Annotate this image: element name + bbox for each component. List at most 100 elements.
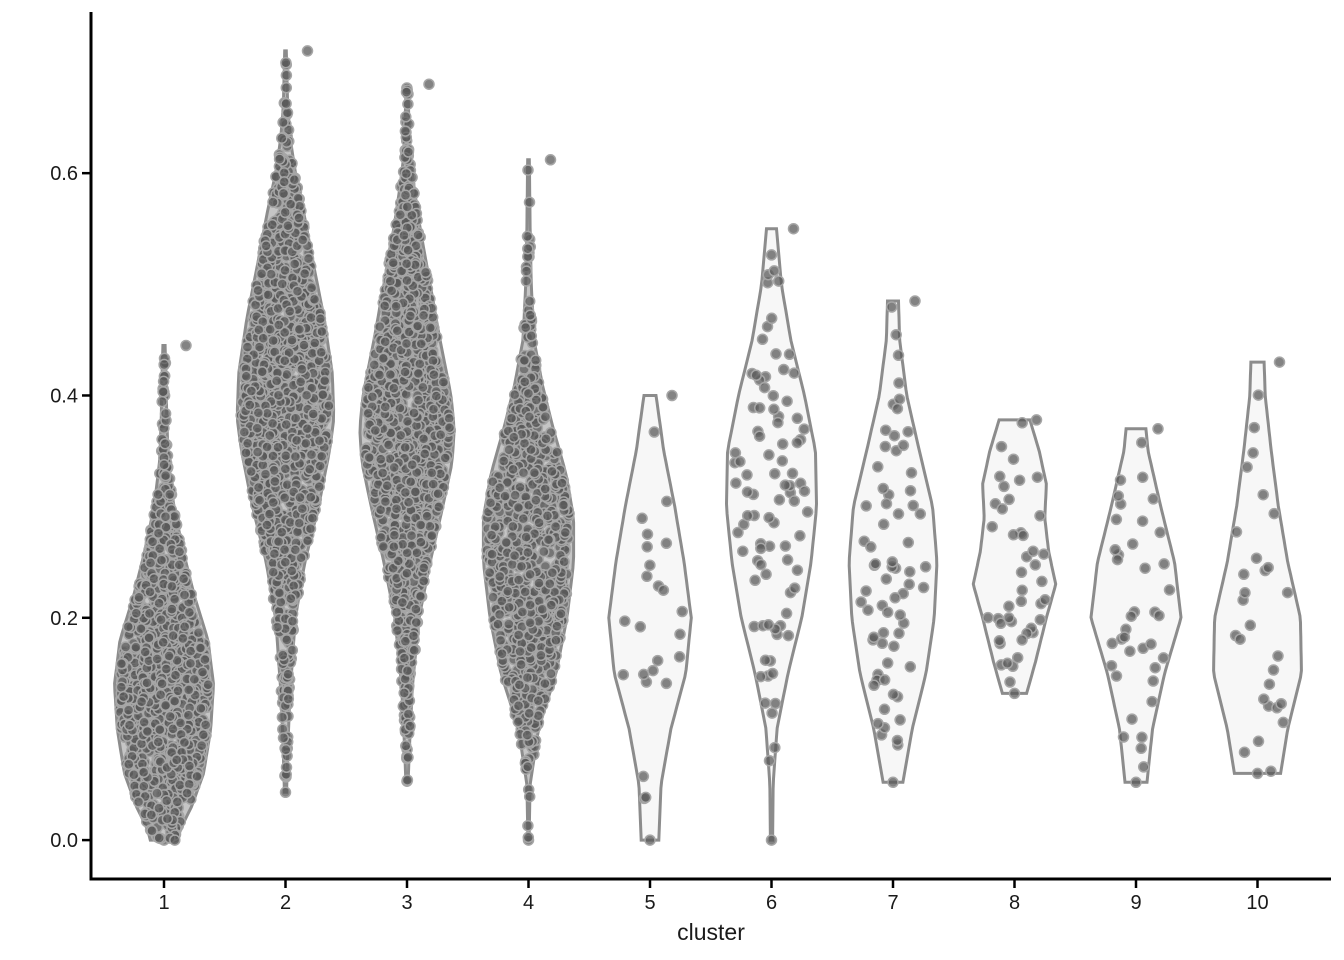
data-point: [522, 760, 534, 773]
data-point: [182, 684, 195, 696]
data-point: [521, 230, 534, 243]
data-point: [522, 819, 534, 832]
data-point: [414, 590, 427, 603]
data-point: [417, 433, 430, 445]
data-point: [542, 534, 555, 546]
data-point: [390, 502, 403, 515]
data-point: [188, 673, 201, 686]
data-point: [308, 293, 321, 306]
data-point: [316, 325, 328, 338]
data-point: [400, 740, 412, 752]
data-point: [417, 575, 430, 587]
data-point: [493, 608, 506, 621]
data-point: [151, 787, 163, 800]
data-point: [402, 98, 414, 110]
data-point: [433, 501, 445, 513]
data-point: [402, 708, 415, 720]
data-point: [517, 513, 530, 525]
data-point: [156, 677, 168, 690]
data-point: [532, 694, 545, 707]
data-point: [430, 390, 443, 402]
data-point: [159, 407, 172, 420]
data-point: [509, 489, 521, 502]
data-point: [414, 358, 426, 370]
data-point: [184, 657, 197, 670]
data-point: [505, 412, 518, 425]
data-point: [276, 711, 289, 723]
data-point: [180, 339, 192, 352]
data-point: [503, 618, 515, 630]
data-point: [502, 585, 514, 597]
data-point: [276, 278, 289, 290]
data-point: [443, 421, 456, 434]
data-point: [157, 636, 169, 649]
data-point: [272, 441, 284, 454]
data-point: [182, 709, 195, 721]
data-point: [293, 517, 305, 529]
data-point: [145, 809, 158, 821]
data-point: [153, 597, 165, 610]
data-point: [122, 620, 135, 633]
data-point: [404, 310, 417, 322]
data-point: [301, 45, 314, 57]
data-point: [153, 832, 165, 844]
data-point: [421, 510, 433, 523]
data-point: [394, 429, 407, 442]
data-point: [424, 322, 437, 334]
data-point: [305, 448, 318, 461]
violin-cluster-9: [1089, 427, 1183, 784]
data-point: [508, 549, 521, 562]
data-point: [549, 520, 562, 533]
points-cluster-1: [114, 339, 214, 846]
data-point: [415, 536, 427, 548]
data-point: [303, 463, 316, 476]
data-point: [122, 704, 135, 716]
data-point: [260, 240, 272, 252]
data-point: [132, 796, 145, 808]
data-point: [539, 677, 551, 690]
data-point: [523, 790, 536, 803]
data-point: [154, 689, 167, 701]
data-point: [404, 720, 416, 732]
data-point: [379, 401, 392, 413]
data-point: [286, 615, 299, 627]
data-point: [363, 451, 375, 464]
data-point: [178, 736, 191, 749]
data-point: [281, 368, 293, 381]
data-point: [158, 358, 170, 371]
data-point: [280, 418, 292, 431]
data-point: [296, 502, 309, 515]
data-point: [285, 592, 297, 605]
data-point: [503, 444, 515, 456]
data-point: [496, 647, 508, 660]
data-point: [273, 153, 286, 165]
data-point: [128, 768, 140, 781]
data-point: [305, 491, 317, 504]
data-point: [522, 387, 535, 400]
data-point: [411, 320, 424, 332]
data-point: [169, 834, 181, 846]
data-point: [289, 450, 302, 463]
data-point: [396, 596, 409, 609]
data-point: [415, 337, 428, 350]
data-point: [520, 531, 532, 543]
data-point: [398, 652, 411, 664]
data-point: [199, 719, 212, 731]
data-point: [173, 559, 186, 571]
data-point: [263, 508, 276, 520]
data-point: [400, 337, 413, 350]
data-point: [399, 366, 411, 378]
data-point: [262, 289, 274, 301]
data-point: [282, 693, 295, 705]
data-point: [519, 586, 531, 598]
data-point: [280, 81, 293, 94]
data-point: [279, 786, 292, 799]
data-point: [191, 770, 203, 783]
data-point: [241, 437, 254, 450]
data-point: [293, 323, 306, 336]
data-point: [279, 556, 292, 569]
data-point: [399, 486, 412, 499]
data-point: [520, 275, 533, 287]
violin-cluster-7: [847, 299, 939, 784]
data-point: [508, 431, 520, 443]
